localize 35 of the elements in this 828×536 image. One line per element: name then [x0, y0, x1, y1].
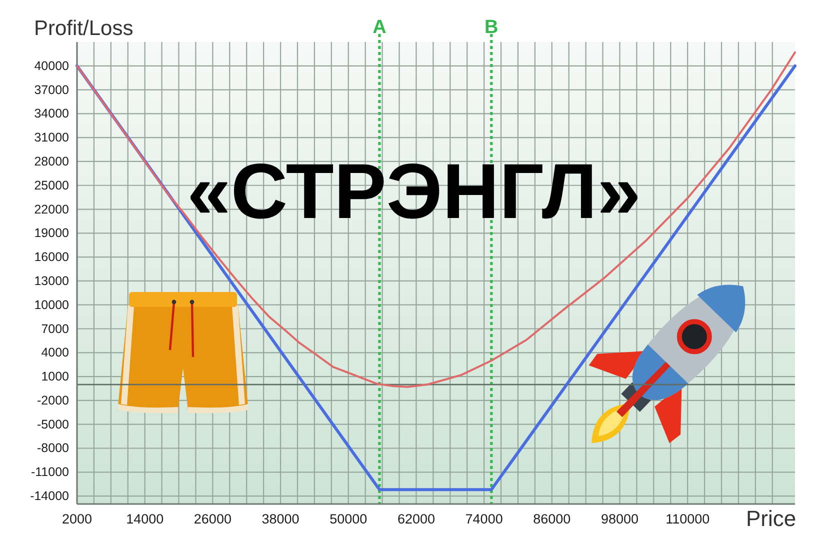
ref-line-label: A: [372, 17, 387, 38]
x-tick-label: 98000: [600, 512, 639, 527]
y-tick-label: -8000: [37, 441, 70, 456]
y-tick-label: 19000: [34, 226, 70, 240]
x-tick-label: 62000: [397, 512, 435, 527]
y-tick-label: 10000: [34, 298, 70, 312]
y-tick-label: -14000: [30, 489, 70, 504]
y-tick-label: 22000: [34, 202, 70, 216]
y-tick-label: 16000: [34, 250, 70, 264]
y-tick-label: -11000: [31, 465, 70, 480]
y-tick-label: 13000: [34, 274, 70, 288]
y-tick-label: -2000: [37, 393, 70, 408]
x-tick-label: 50000: [330, 512, 368, 527]
x-tick-label: 110000: [666, 512, 710, 527]
x-tick-label: 38000: [262, 512, 300, 527]
text: «СТРЭНГЛ»: [187, 147, 641, 235]
x-tick-label: 14000: [126, 512, 164, 527]
y-tick-label: -5000: [37, 417, 70, 432]
y-axis-title: Profit/Loss: [34, 17, 134, 40]
x-tick-label: 26000: [194, 512, 232, 527]
y-tick-label: 40000: [34, 58, 70, 73]
y-tick-label: 1000: [41, 370, 70, 384]
line-series: [76, 51, 796, 388]
y-tick-label: 31000: [34, 130, 70, 145]
ref-line-label: B: [484, 17, 498, 38]
y-tick-label: 34000: [34, 106, 70, 121]
y-tick-label: 37000: [34, 82, 70, 97]
y-tick-label: 7000: [41, 322, 70, 336]
x-axis-title: Price: [746, 506, 796, 531]
x-tick-label: 86000: [533, 512, 571, 527]
y-tick-label: 28000: [34, 154, 70, 168]
y-tick-label: 4000: [41, 346, 70, 360]
y-tick-label: 25000: [34, 178, 70, 192]
x-tick-label: 74000: [465, 512, 503, 527]
x-tick-label: 2000: [62, 512, 92, 527]
